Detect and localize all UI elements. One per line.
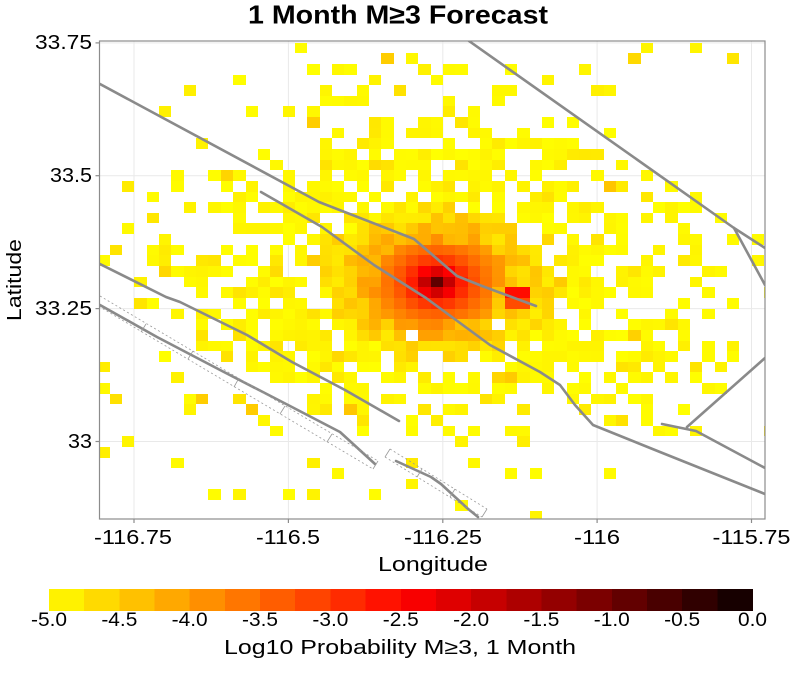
svg-text:-4.0: -4.0	[172, 610, 208, 631]
svg-text:-3.0: -3.0	[312, 610, 348, 631]
svg-text:-5.0: -5.0	[31, 610, 67, 631]
svg-text:-1.0: -1.0	[594, 610, 630, 631]
svg-text:-4.5: -4.5	[101, 610, 137, 631]
svg-text:33: 33	[68, 431, 92, 453]
svg-text:-116.75: -116.75	[94, 527, 172, 549]
svg-text:-116.25: -116.25	[404, 527, 482, 549]
svg-text:1 Month M≥3 Forecast: 1 Month M≥3 Forecast	[248, 0, 548, 30]
svg-text:Longitude: Longitude	[378, 554, 488, 576]
svg-text:-2.5: -2.5	[383, 610, 419, 631]
svg-text:Latitude: Latitude	[4, 239, 26, 321]
svg-text:-0.5: -0.5	[664, 610, 700, 631]
svg-text:33.25: 33.25	[35, 298, 92, 320]
svg-text:-116: -116	[574, 527, 620, 549]
svg-text:0.0: 0.0	[738, 610, 767, 631]
svg-text:-116.5: -116.5	[256, 527, 320, 549]
svg-text:33.75: 33.75	[35, 32, 92, 54]
svg-text:-2.0: -2.0	[453, 610, 489, 631]
svg-text:-3.5: -3.5	[242, 610, 278, 631]
svg-text:-1.5: -1.5	[523, 610, 559, 631]
svg-text:-115.75: -115.75	[713, 527, 791, 549]
svg-text:33.5: 33.5	[50, 165, 92, 187]
svg-text:Log10 Probability M≥3, 1 Month: Log10 Probability M≥3, 1 Month	[224, 637, 576, 659]
